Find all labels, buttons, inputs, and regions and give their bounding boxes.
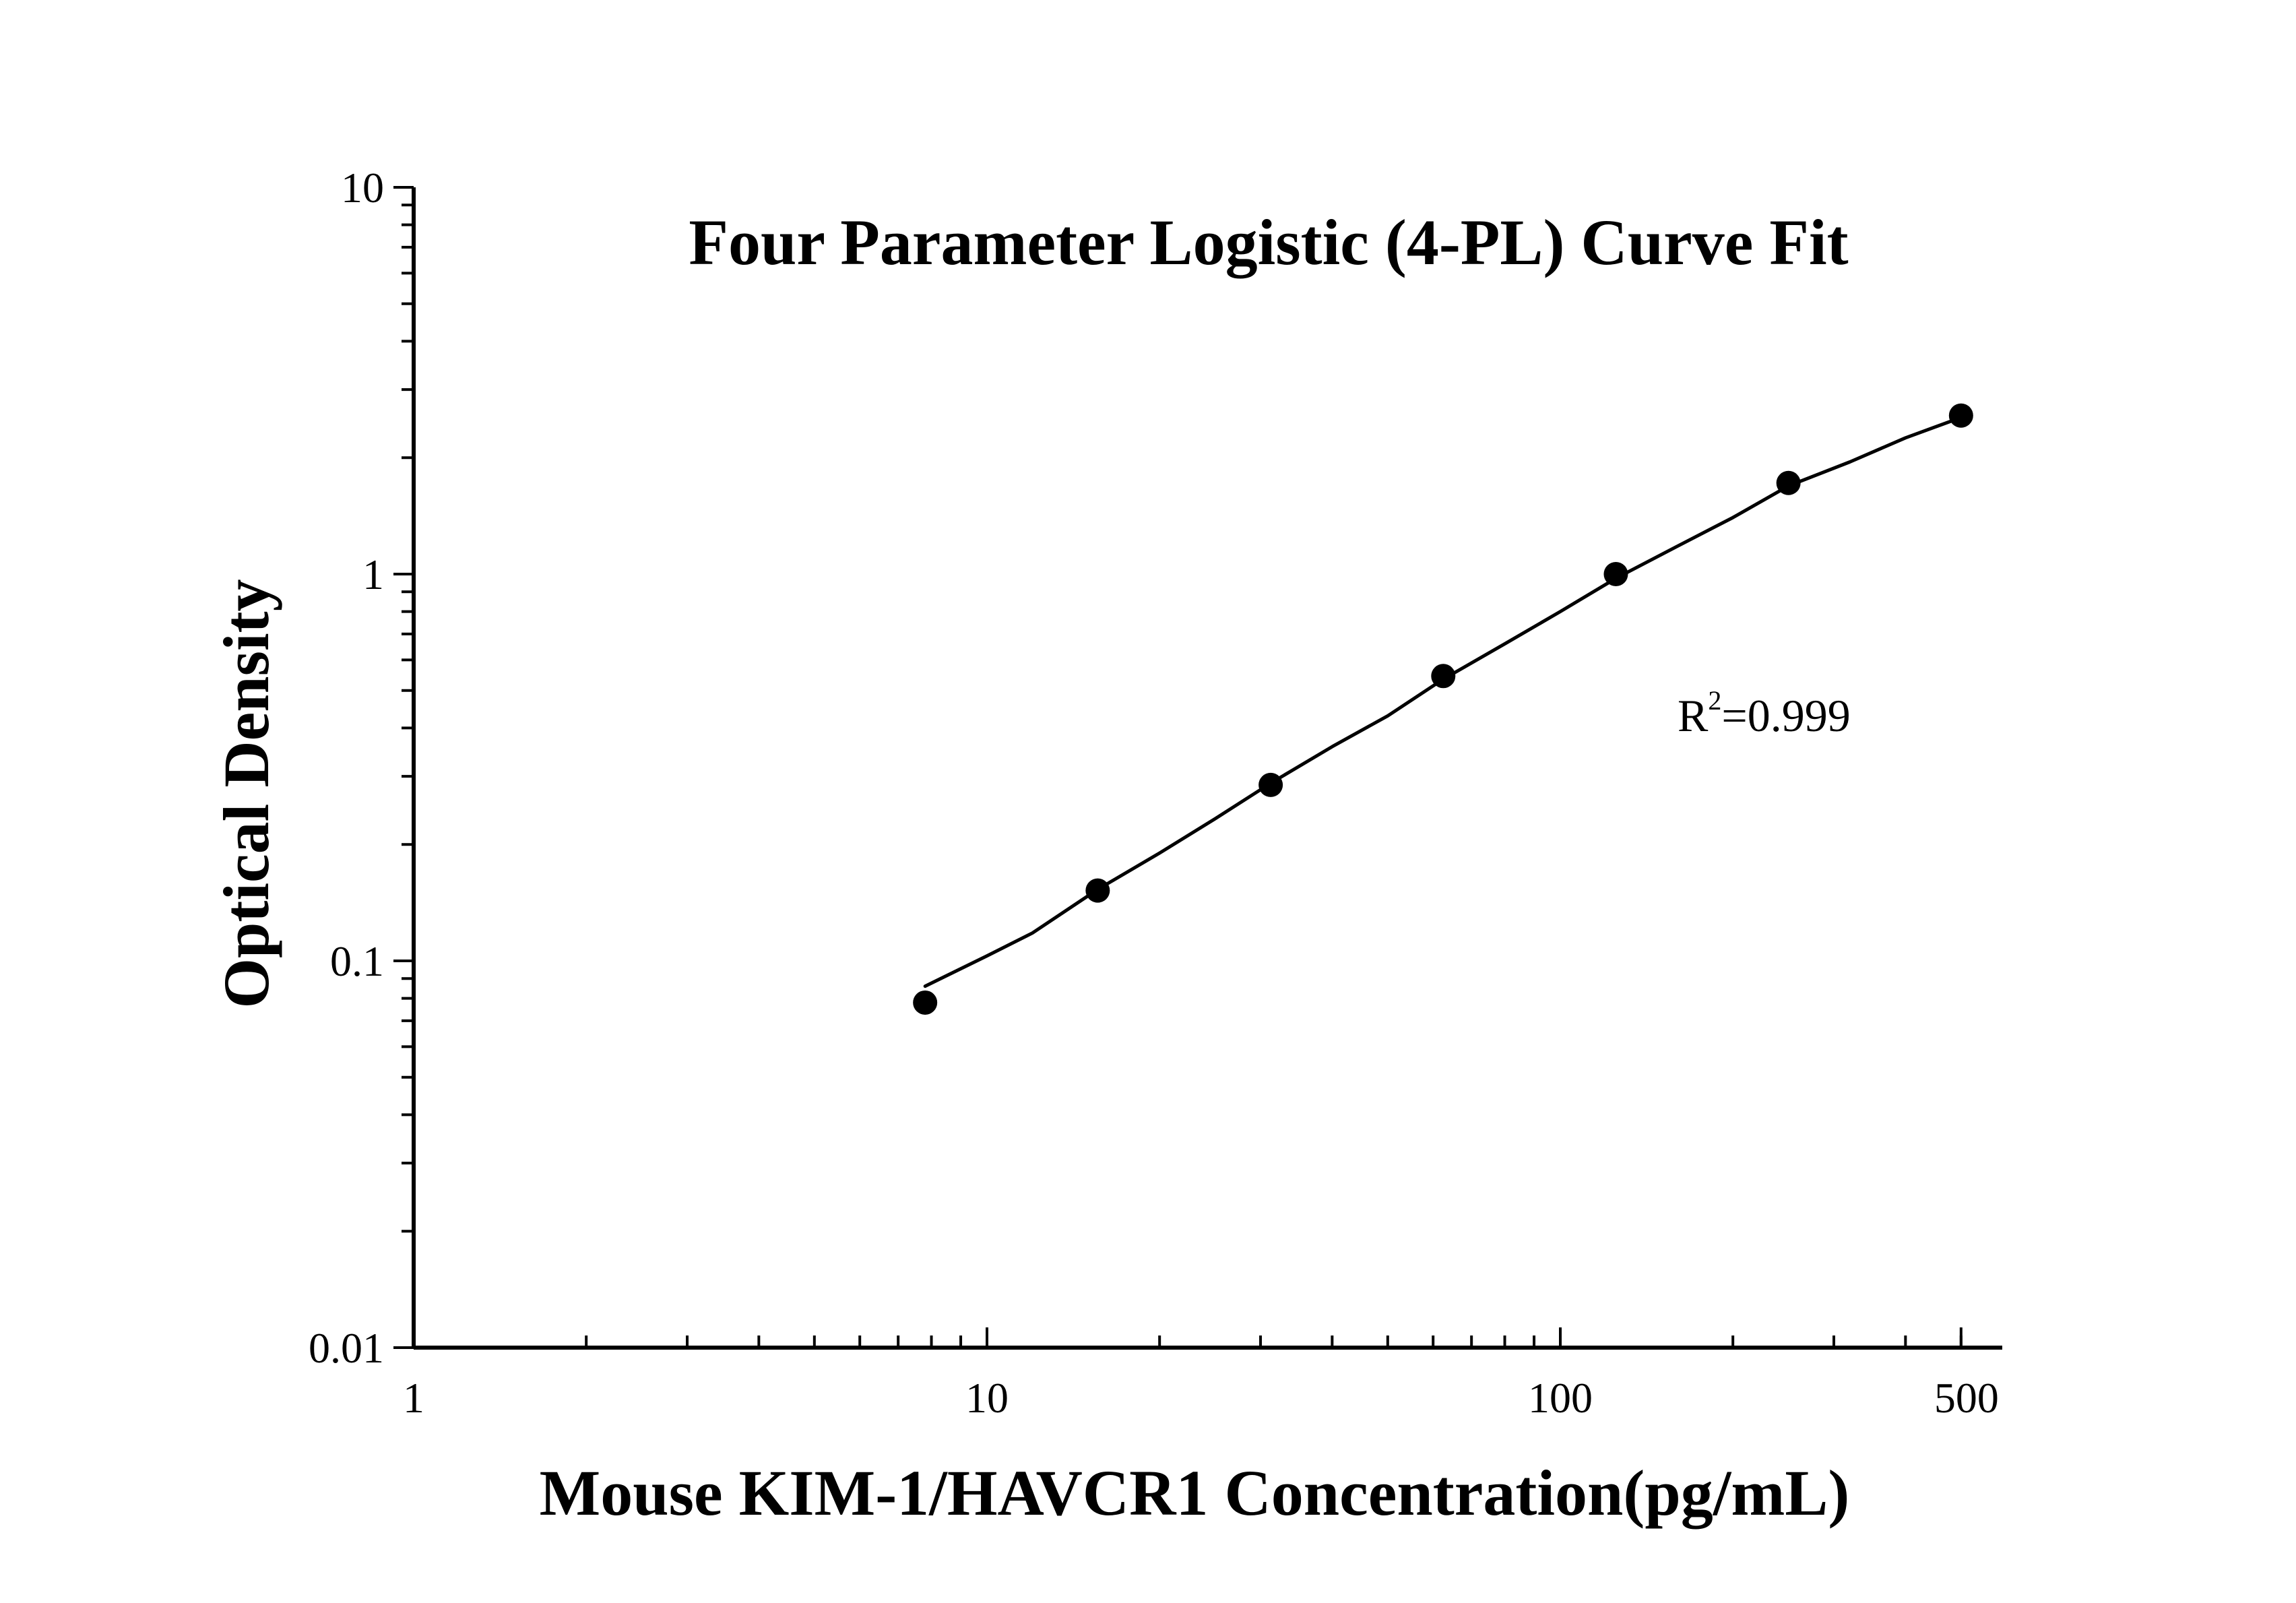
- x-tick-label: 10: [965, 1374, 1009, 1422]
- x-tick-label: 1: [403, 1374, 424, 1422]
- y-tick-label: 0.1: [330, 937, 384, 985]
- r-squared-annotation: R2=0.999: [1678, 685, 1851, 741]
- r-squared-base: R: [1678, 690, 1709, 741]
- data-point: [1258, 772, 1283, 797]
- y-tick-label: 10: [341, 164, 384, 212]
- x-tick-label: 100: [1528, 1374, 1593, 1422]
- r-squared-value: =0.999: [1721, 690, 1850, 741]
- x-ticks: 1 10 100 500: [403, 1327, 1999, 1422]
- y-axis-title: Optical Density: [210, 579, 282, 1008]
- r-squared-superscript: 2: [1708, 685, 1721, 716]
- data-point: [1431, 664, 1456, 689]
- points-layer: [913, 403, 1973, 1015]
- y-ticks: 0.01 0.1 1 10: [309, 164, 414, 1372]
- data-point: [1776, 470, 1801, 495]
- chart-title: Four Parameter Logistic (4-PL) Curve Fit: [689, 206, 1848, 278]
- data-point: [913, 990, 938, 1015]
- x-tick-label: 500: [1934, 1374, 1999, 1422]
- axes: 1 10 100 500 0.01 0.1 1 10: [309, 164, 2002, 1422]
- x-axis-title: Mouse KIM-1/HAVCR1 Concentration(pg/mL): [540, 1457, 1850, 1529]
- data-point: [1085, 878, 1110, 903]
- y-tick-label: 0.01: [309, 1324, 384, 1372]
- data-point: [1603, 562, 1628, 586]
- y-tick-label: 1: [362, 551, 384, 598]
- data-point: [1948, 403, 1973, 428]
